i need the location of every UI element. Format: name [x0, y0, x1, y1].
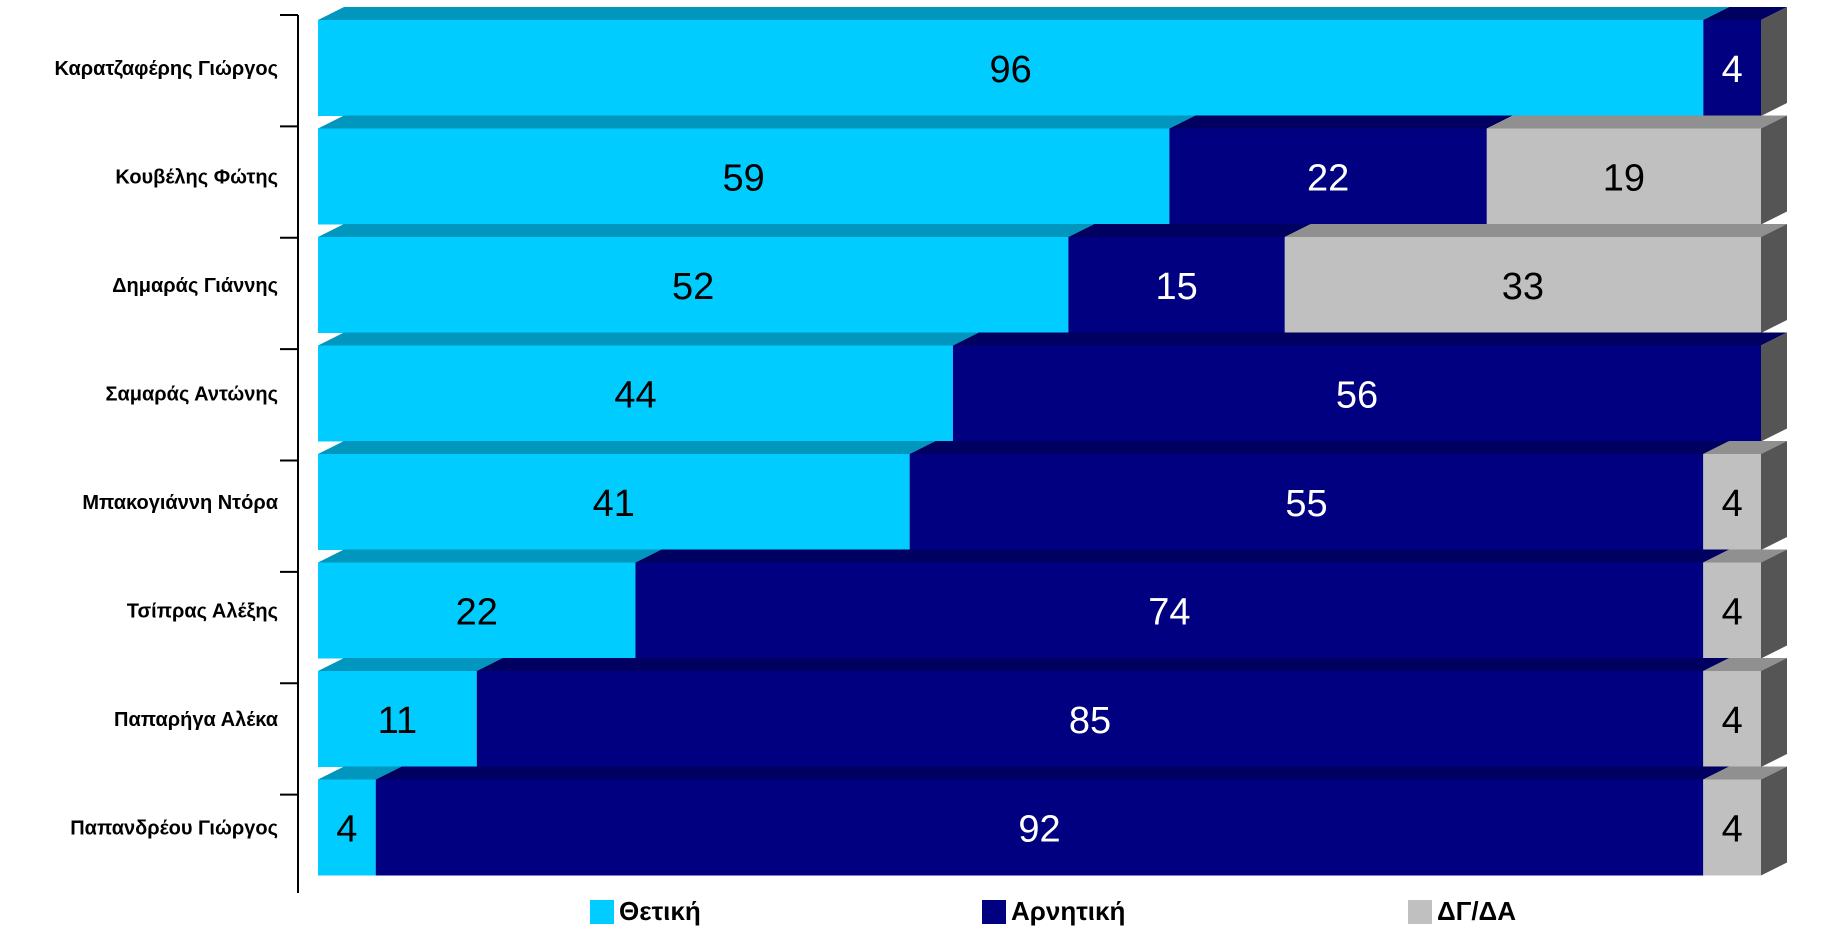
legend-swatch-negative — [982, 899, 1006, 924]
bar-side — [1761, 549, 1787, 659]
bar-segment-top — [318, 441, 936, 454]
bar-side — [1761, 224, 1787, 333]
bar-segment — [952, 345, 1761, 442]
category-label: Μπακογιάννη Ντόρα — [82, 492, 278, 514]
bar-segment — [476, 671, 1704, 767]
data-label: 85 — [1069, 700, 1111, 742]
legend-item-positive: Θετική — [590, 893, 701, 930]
bar-segment — [1703, 779, 1761, 876]
bar-side — [1761, 115, 1787, 225]
bar-segment-top — [635, 549, 1730, 563]
bar-segment-top — [1284, 224, 1787, 237]
bar-segment-top — [1703, 766, 1787, 780]
category-label: Καρατζαφέρης Γιώργος — [54, 58, 278, 80]
bar-segment-top — [318, 332, 979, 346]
bar-segment — [318, 454, 910, 550]
data-label: 4 — [336, 809, 357, 851]
bar-segment-top — [375, 766, 1730, 780]
data-label: 19 — [1603, 158, 1645, 200]
data-label: 55 — [1285, 483, 1327, 525]
bar-side — [1761, 332, 1787, 442]
bar-segment — [1284, 237, 1761, 333]
bar-segment-top — [952, 332, 1787, 346]
bar-side — [1761, 7, 1787, 116]
data-label: 41 — [593, 483, 635, 525]
bar-segment — [1703, 454, 1761, 550]
bar-segment-top — [1703, 441, 1787, 454]
legend-swatch-positive — [590, 899, 614, 924]
bar-segment — [1486, 128, 1761, 225]
bar-side — [1761, 766, 1787, 876]
category-label: Σαμαράς Αντώνης — [105, 384, 278, 406]
category-label: Τσίπρας Αλέξης — [127, 601, 278, 623]
bar-segment-top — [1486, 115, 1787, 129]
legend-swatch-dk-na — [1408, 899, 1432, 924]
data-label: 4 — [1722, 700, 1743, 742]
bar-segment-top — [1703, 658, 1787, 671]
bar-segment-top — [909, 441, 1730, 454]
data-label: 96 — [989, 49, 1031, 91]
bar-segment — [635, 562, 1704, 659]
data-label: 4 — [1722, 592, 1743, 634]
legend-label-negative: Αρνητική — [1011, 896, 1126, 926]
bar-segment — [375, 779, 1704, 876]
legend-item-dk-na: ΔΓ/ΔΑ — [1408, 893, 1516, 930]
bar-side — [1761, 441, 1787, 550]
bar-segment — [1703, 562, 1761, 659]
data-label: 92 — [1018, 809, 1060, 851]
data-label: 22 — [456, 592, 498, 634]
category-labels: Καρατζαφέρης Γιώργος Κουβέλης Φώτης Δημαρά… — [54, 58, 278, 840]
category-label: Παπαρήγα Αλέκα — [114, 709, 279, 731]
bar-segment — [1169, 128, 1487, 225]
bar-segment-top — [318, 766, 402, 780]
bar-segment — [1068, 237, 1285, 333]
bar-segment — [318, 237, 1069, 333]
bar-segment-top — [318, 658, 503, 671]
bar-segment-top — [1169, 115, 1513, 129]
data-label: 22 — [1307, 158, 1349, 200]
category-axis — [280, 14, 299, 893]
data-label: 74 — [1148, 592, 1190, 634]
data-label: 4 — [1722, 483, 1743, 525]
bar-segment — [318, 779, 376, 876]
bar-segment — [909, 454, 1704, 550]
data-label: 4 — [1722, 49, 1743, 91]
legend-label-dk-na: ΔΓ/ΔΑ — [1437, 896, 1517, 926]
category-label: Παπανδρέου Γιώργος — [70, 818, 278, 840]
bar-segment-top — [318, 224, 1095, 237]
bar-segment-top — [1068, 224, 1311, 237]
bar-segment — [318, 128, 1170, 225]
data-label: 11 — [378, 700, 417, 742]
bar-segment-top — [318, 549, 662, 563]
data-label: 15 — [1155, 266, 1197, 308]
bar-segment — [318, 20, 1704, 116]
data-label: 59 — [723, 158, 765, 200]
bar-side — [1761, 658, 1787, 767]
data-label: 56 — [1336, 375, 1378, 417]
bar-segment — [318, 562, 636, 659]
data-label: 44 — [614, 375, 656, 417]
bar-segment — [1703, 671, 1761, 767]
bar-segment-top — [1703, 549, 1787, 563]
data-label: 4 — [1722, 809, 1743, 851]
legend-item-negative: Αρνητική — [982, 893, 1125, 930]
legend: Θετική Αρνητική ΔΓ/ΔΑ — [0, 893, 1841, 930]
bar-segment — [318, 345, 953, 442]
bar-segment-top — [476, 658, 1730, 671]
category-label: Κουβέλης Φώτης — [115, 167, 278, 189]
bar-segment-top — [318, 7, 1730, 20]
legend-label-positive: Θετική — [619, 896, 701, 926]
category-label: Δημαράς Γιάννης — [112, 275, 278, 297]
bar-segment — [1703, 20, 1761, 116]
data-label: 52 — [672, 266, 714, 308]
bar-segment-top — [318, 115, 1196, 129]
data-label: 33 — [1502, 266, 1544, 308]
bar-segment-top — [1703, 7, 1787, 20]
bar-segment — [318, 671, 477, 767]
